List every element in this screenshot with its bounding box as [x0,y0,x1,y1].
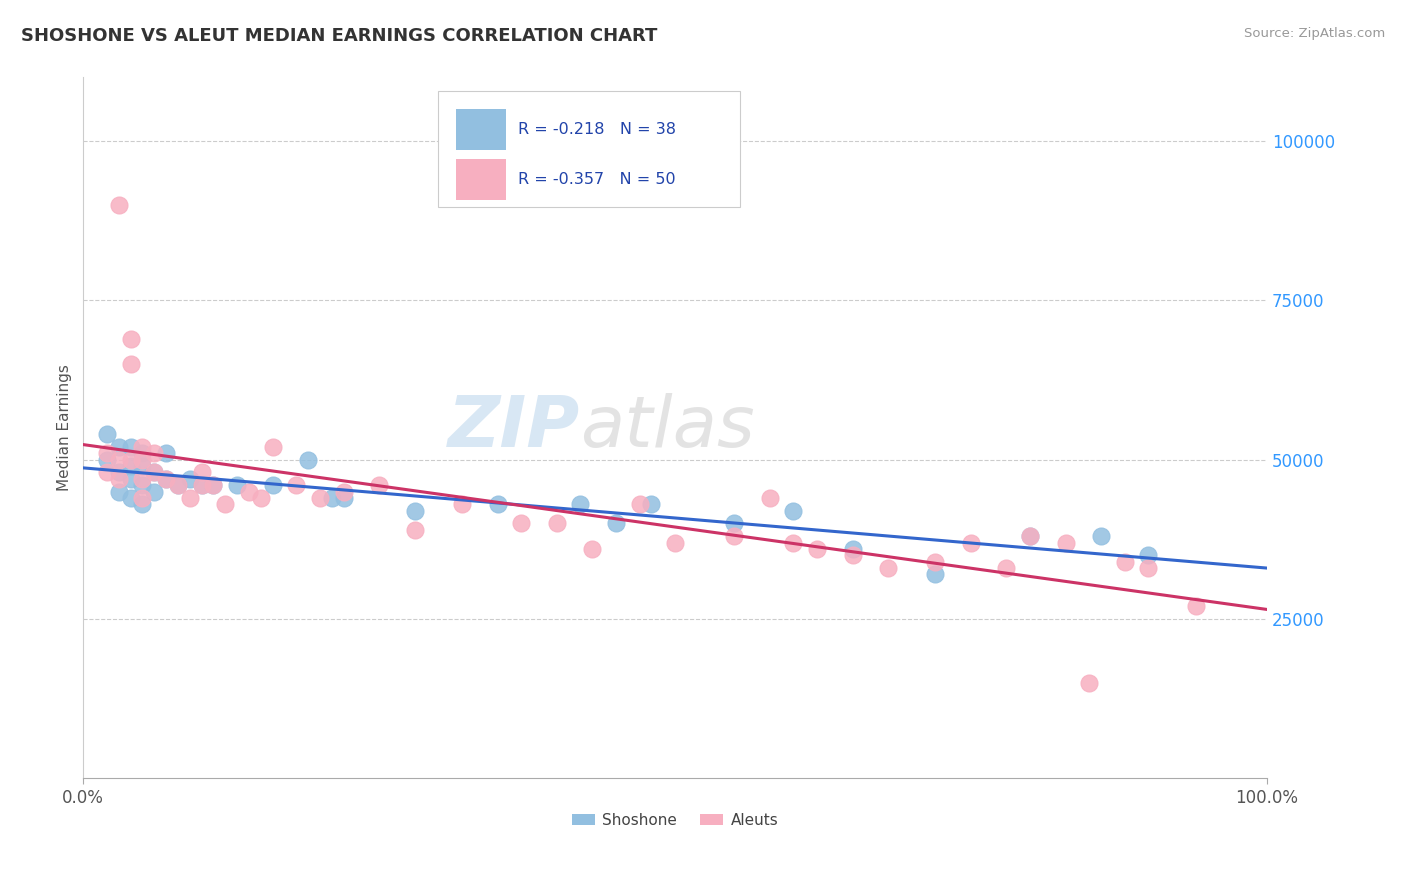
Point [120,440,142,454]
Text: SHOSHONE VS ALEUT MEDIAN EARNINGS CORRELATION CHART: SHOSHONE VS ALEUT MEDIAN EARNINGS CORREL… [21,27,658,45]
Point [1019,529,1042,543]
Point [1078,675,1101,690]
Point [131,446,153,460]
Point [155,446,177,460]
Point [190,478,212,492]
Point [107,466,129,480]
Text: R = -0.357   N = 50: R = -0.357 N = 50 [517,172,675,187]
Point [131,497,153,511]
Point [155,472,177,486]
Point [924,555,946,569]
Point [1054,535,1077,549]
FancyBboxPatch shape [456,109,506,151]
Point [758,491,780,505]
Point [190,466,212,480]
Point [368,478,391,492]
Point [297,452,319,467]
Point [131,458,153,473]
Point [107,452,129,467]
Point [120,472,142,486]
Point [143,484,166,499]
Point [569,497,592,511]
Point [581,541,603,556]
Point [841,548,863,562]
Point [214,497,236,511]
Point [782,503,804,517]
Point [226,478,249,492]
Point [605,516,627,531]
Point [1137,548,1160,562]
Point [202,478,225,492]
Point [877,561,900,575]
Point [96,466,118,480]
Y-axis label: Median Earnings: Median Earnings [58,365,72,491]
Point [262,478,284,492]
FancyBboxPatch shape [439,92,740,207]
Point [1090,529,1112,543]
Point [143,446,166,460]
Point [179,472,201,486]
Point [107,484,129,499]
Point [404,523,426,537]
Point [131,478,153,492]
Point [96,446,118,460]
Point [155,472,177,486]
Text: Source: ZipAtlas.com: Source: ZipAtlas.com [1244,27,1385,40]
Point [120,357,142,371]
Point [1137,561,1160,575]
Point [806,541,828,556]
Point [841,541,863,556]
Point [107,198,129,212]
Point [451,497,474,511]
Point [190,478,212,492]
Legend: Shoshone, Aleuts: Shoshone, Aleuts [565,806,785,834]
Point [960,535,983,549]
Point [262,440,284,454]
Point [546,516,568,531]
Point [309,491,332,505]
Text: R = -0.218   N = 38: R = -0.218 N = 38 [517,122,676,137]
Point [723,516,745,531]
FancyBboxPatch shape [456,159,506,201]
Point [321,491,343,505]
Point [131,452,153,467]
Point [332,484,354,499]
Text: ZIP: ZIP [449,393,581,462]
Point [120,332,142,346]
Point [143,466,166,480]
Point [238,484,260,499]
Point [131,491,153,505]
Point [250,491,273,505]
Point [96,452,118,467]
Point [120,452,142,467]
Point [107,472,129,486]
Point [131,472,153,486]
Point [664,535,686,549]
Point [179,491,201,505]
Point [486,497,509,511]
Point [1114,555,1136,569]
Point [120,491,142,505]
Point [96,427,118,442]
Point [1184,599,1206,614]
Point [131,440,153,454]
Point [285,478,308,492]
Text: atlas: atlas [581,393,755,462]
Point [404,503,426,517]
Point [107,440,129,454]
Point [143,466,166,480]
Point [1019,529,1042,543]
Point [202,478,225,492]
Point [120,458,142,473]
Point [924,567,946,582]
Point [640,497,662,511]
Point [167,478,190,492]
Point [723,529,745,543]
Point [167,478,190,492]
Point [782,535,804,549]
Point [995,561,1018,575]
Point [628,497,651,511]
Point [510,516,533,531]
Point [332,491,354,505]
